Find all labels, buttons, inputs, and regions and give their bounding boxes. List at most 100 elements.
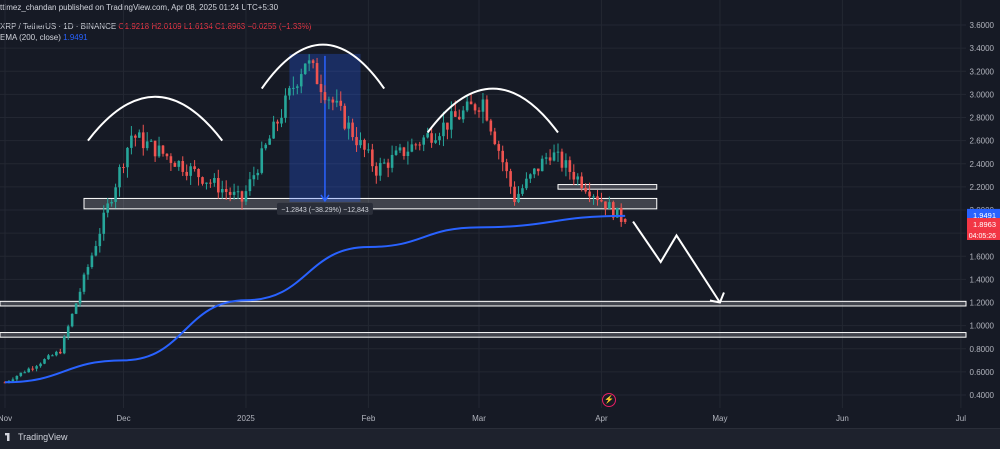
candle-body xyxy=(94,246,98,256)
candle-body xyxy=(31,368,34,370)
candle-body xyxy=(469,101,473,105)
candle-body xyxy=(224,188,228,192)
projection-arrow xyxy=(632,220,725,304)
measured-move: −1.2843 (−38.29%) −12,843 xyxy=(276,53,373,215)
x-tick-label: Dec xyxy=(116,414,130,423)
candle-body xyxy=(584,187,587,192)
candle-body xyxy=(382,162,386,164)
candle-body xyxy=(74,303,78,314)
candle-body xyxy=(252,175,256,180)
candle-body xyxy=(244,191,248,202)
candle-body xyxy=(118,167,121,188)
price-axis: 3.6000 3.4000 3.2000 3.0000 2.8000 2.6000 2.40… xyxy=(970,21,995,400)
ohlc-low: L1.6134 xyxy=(183,22,213,31)
support-zone-1 xyxy=(0,300,967,307)
y-tick-label: 1.6000 xyxy=(970,252,995,261)
candle-body xyxy=(311,60,315,64)
candle-body xyxy=(489,120,493,132)
candle-body xyxy=(529,174,532,179)
candle-body xyxy=(323,92,327,101)
candle-body xyxy=(596,196,599,201)
candle-body xyxy=(390,154,394,168)
candle-body xyxy=(169,156,173,163)
candle-body xyxy=(264,144,267,149)
resistance-zone xyxy=(557,184,658,190)
candle-body xyxy=(612,202,615,218)
candle-body xyxy=(98,233,102,247)
candle-body xyxy=(220,188,224,193)
candle-body xyxy=(343,105,346,129)
candle-body xyxy=(106,203,109,213)
y-tick-label: 2.4000 xyxy=(970,160,995,169)
candle-body xyxy=(615,207,619,218)
candle-body xyxy=(394,150,398,155)
tradingview-brand[interactable]: TradingView xyxy=(5,432,68,442)
projection-arrowhead xyxy=(709,292,725,304)
candle-body xyxy=(260,148,264,173)
candle-body xyxy=(402,147,406,156)
candle-body xyxy=(355,137,358,146)
x-tick-label: Jul xyxy=(956,414,966,423)
candle-body xyxy=(82,274,86,292)
candle-body xyxy=(292,87,295,89)
candle-body xyxy=(78,291,82,304)
candle-body xyxy=(434,140,437,143)
candle-body xyxy=(347,122,350,129)
candle-body xyxy=(62,336,66,354)
y-tick-label: 1.4000 xyxy=(970,275,995,284)
candle-body xyxy=(588,191,591,197)
candle-body xyxy=(276,121,279,124)
left-shoulder-arc xyxy=(87,95,224,142)
candle-body xyxy=(161,145,165,154)
candle-body xyxy=(359,139,362,146)
candle-body xyxy=(418,144,422,146)
symbol-name[interactable]: XRP / TetherUS · 1D · BINANCE xyxy=(0,22,117,31)
candle-body xyxy=(145,141,149,149)
candle-body xyxy=(454,111,457,117)
ohlc-change: −0.0255 (−1.33%) xyxy=(247,22,312,31)
candle-body xyxy=(66,326,70,337)
candle-body xyxy=(414,144,418,146)
candle-body xyxy=(580,176,583,188)
candle-body xyxy=(177,161,181,167)
measure-label: −1.2843 (−38.29%) −12,843 xyxy=(281,207,368,214)
y-tick-label: 3.4000 xyxy=(970,44,995,53)
candle-body xyxy=(181,161,185,172)
candle-body xyxy=(236,191,240,193)
candle-body xyxy=(375,166,378,176)
candle-body xyxy=(213,178,216,183)
y-tick-label: 0.8000 xyxy=(970,345,995,354)
candle-body xyxy=(398,147,402,151)
candle-body xyxy=(556,151,560,153)
candle-body xyxy=(521,188,524,194)
candle-body xyxy=(319,84,323,93)
x-tick-label: Nov xyxy=(0,414,12,423)
lightning-bolt-icon[interactable]: ⚡ xyxy=(602,393,616,407)
candle-body xyxy=(157,145,161,157)
candle-body xyxy=(35,366,38,369)
candle-body xyxy=(608,202,611,209)
candle-body xyxy=(149,140,153,142)
y-tick-label: 0.4000 xyxy=(970,391,995,400)
candle-body xyxy=(23,372,27,374)
candle-body xyxy=(90,255,94,268)
candle-body xyxy=(335,100,339,103)
support-zone-2 xyxy=(0,332,967,338)
candle-body xyxy=(576,176,580,180)
candle-body xyxy=(70,313,74,327)
candle-body xyxy=(185,171,188,176)
candle-body xyxy=(331,99,335,103)
publisher-line: ttimez_chandan published on TradingView.… xyxy=(0,3,279,12)
candle-body xyxy=(51,355,54,357)
right-shoulder-arc xyxy=(426,87,559,134)
symbol-line: XRP / TetherUS · 1D · BINANCE O1.9218 H2… xyxy=(0,22,312,31)
y-tick-label: 3.6000 xyxy=(970,21,995,30)
candle-body xyxy=(55,351,58,356)
candle-body xyxy=(197,169,200,178)
candle-body xyxy=(568,160,572,172)
candle-body xyxy=(481,99,485,112)
candle-body xyxy=(86,267,90,275)
head-arc xyxy=(260,43,386,90)
ema-legend[interactable]: EMA (200, close) 1.9491 xyxy=(0,33,88,42)
